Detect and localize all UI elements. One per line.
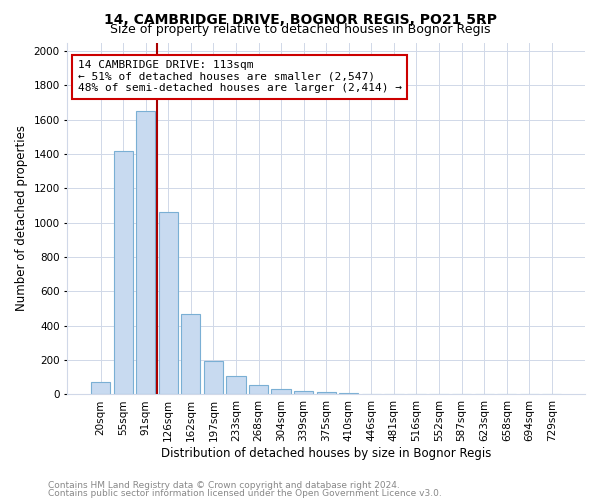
Y-axis label: Number of detached properties: Number of detached properties bbox=[15, 126, 28, 312]
Bar bbox=[294, 392, 313, 394]
Text: Size of property relative to detached houses in Bognor Regis: Size of property relative to detached ho… bbox=[110, 22, 490, 36]
Text: Contains public sector information licensed under the Open Government Licence v3: Contains public sector information licen… bbox=[48, 488, 442, 498]
Bar bbox=[249, 385, 268, 394]
Text: 14 CAMBRIDGE DRIVE: 113sqm
← 51% of detached houses are smaller (2,547)
48% of s: 14 CAMBRIDGE DRIVE: 113sqm ← 51% of deta… bbox=[78, 60, 402, 94]
Bar bbox=[317, 392, 336, 394]
X-axis label: Distribution of detached houses by size in Bognor Regis: Distribution of detached houses by size … bbox=[161, 447, 491, 460]
Bar bbox=[339, 393, 358, 394]
Text: 14, CAMBRIDGE DRIVE, BOGNOR REGIS, PO21 5RP: 14, CAMBRIDGE DRIVE, BOGNOR REGIS, PO21 … bbox=[104, 12, 497, 26]
Bar bbox=[204, 361, 223, 394]
Bar bbox=[226, 376, 245, 394]
Text: Contains HM Land Registry data © Crown copyright and database right 2024.: Contains HM Land Registry data © Crown c… bbox=[48, 481, 400, 490]
Bar bbox=[158, 212, 178, 394]
Bar bbox=[181, 314, 200, 394]
Bar bbox=[136, 111, 155, 395]
Bar bbox=[271, 390, 290, 394]
Bar bbox=[91, 382, 110, 394]
Bar bbox=[113, 150, 133, 394]
